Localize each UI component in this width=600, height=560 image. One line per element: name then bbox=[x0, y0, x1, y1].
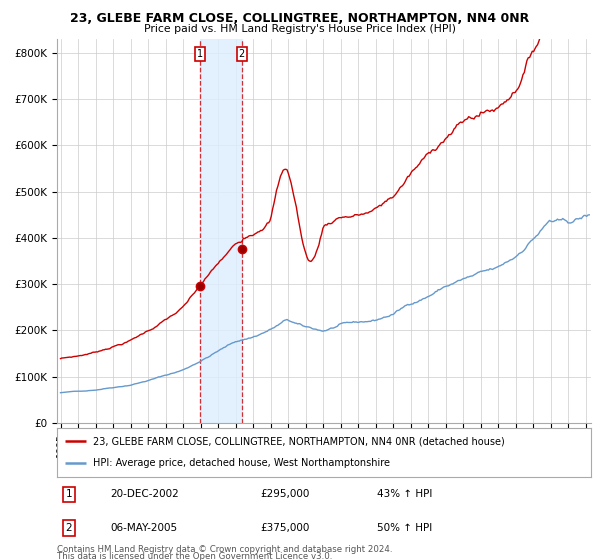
Text: £375,000: £375,000 bbox=[260, 523, 309, 533]
Text: 23, GLEBE FARM CLOSE, COLLINGTREE, NORTHAMPTON, NN4 0NR: 23, GLEBE FARM CLOSE, COLLINGTREE, NORTH… bbox=[70, 12, 530, 25]
Text: 2: 2 bbox=[65, 523, 72, 533]
Bar bbox=[200, 39, 242, 423]
Text: 50% ↑ HPI: 50% ↑ HPI bbox=[377, 523, 433, 533]
Text: Price paid vs. HM Land Registry's House Price Index (HPI): Price paid vs. HM Land Registry's House … bbox=[144, 24, 456, 34]
Text: 1: 1 bbox=[197, 49, 203, 59]
Text: This data is licensed under the Open Government Licence v3.0.: This data is licensed under the Open Gov… bbox=[57, 552, 332, 560]
Text: HPI: Average price, detached house, West Northamptonshire: HPI: Average price, detached house, West… bbox=[94, 458, 391, 468]
Text: 23, GLEBE FARM CLOSE, COLLINGTREE, NORTHAMPTON, NN4 0NR (detached house): 23, GLEBE FARM CLOSE, COLLINGTREE, NORTH… bbox=[94, 436, 505, 446]
Text: 2: 2 bbox=[239, 49, 245, 59]
Text: 1: 1 bbox=[65, 489, 72, 500]
Text: 06-MAY-2005: 06-MAY-2005 bbox=[110, 523, 178, 533]
Text: Contains HM Land Registry data © Crown copyright and database right 2024.: Contains HM Land Registry data © Crown c… bbox=[57, 545, 392, 554]
Text: £295,000: £295,000 bbox=[260, 489, 309, 500]
Text: 20-DEC-2002: 20-DEC-2002 bbox=[110, 489, 179, 500]
Text: 43% ↑ HPI: 43% ↑ HPI bbox=[377, 489, 433, 500]
